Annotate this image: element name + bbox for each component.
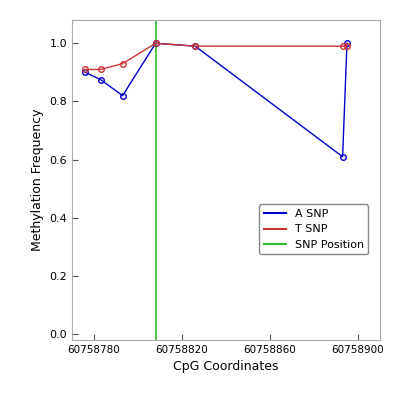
Y-axis label: Methylation Frequency: Methylation Frequency (31, 109, 44, 251)
X-axis label: CpG Coordinates: CpG Coordinates (173, 360, 279, 374)
Legend: A SNP, T SNP, SNP Position: A SNP, T SNP, SNP Position (259, 204, 368, 254)
